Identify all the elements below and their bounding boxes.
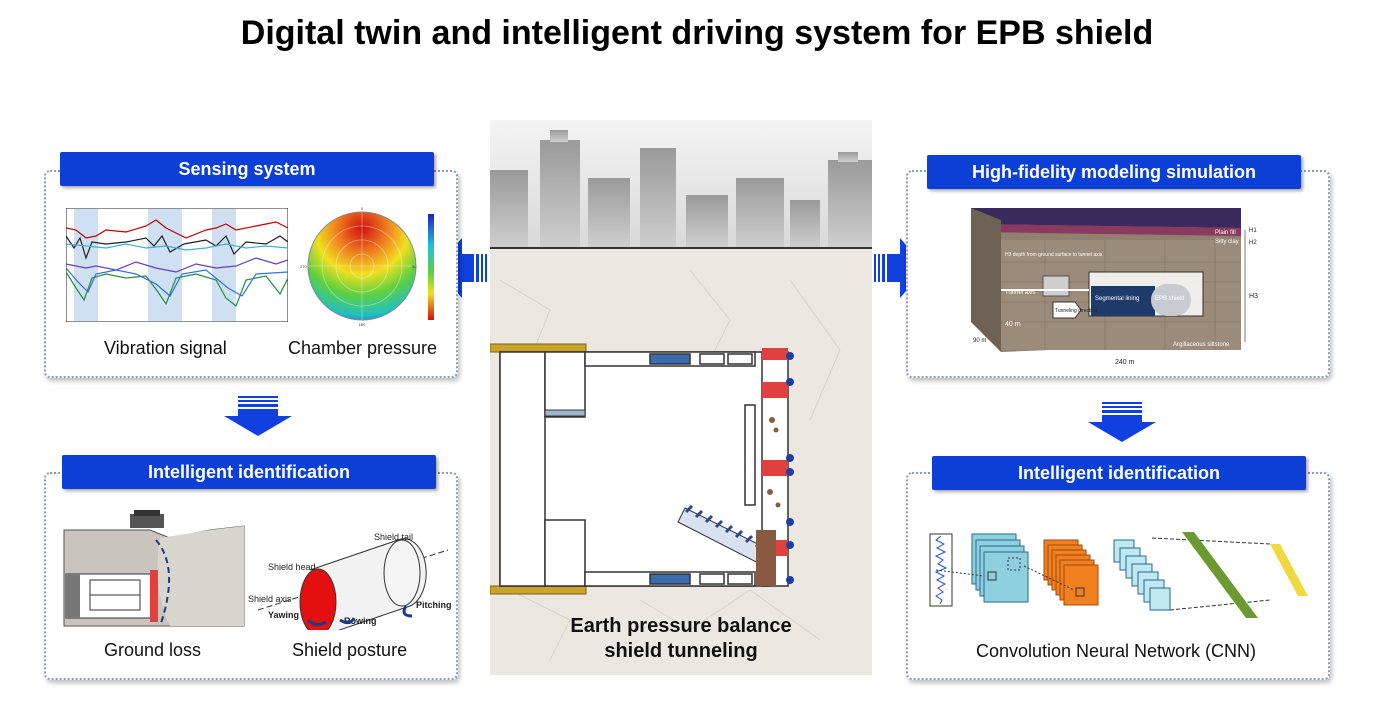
depth-note-label: H3 depth from ground surface to tunnel a… — [1005, 252, 1103, 258]
modeling-header: High-fidelity modeling simulation — [927, 155, 1301, 189]
epb-label-model: EPB shield — [1155, 296, 1184, 302]
ground-loss-illustration — [63, 510, 245, 627]
cutter-head — [756, 348, 794, 587]
shield-drawing — [490, 120, 872, 675]
h2-label: H2 — [1249, 240, 1257, 246]
plain-fill-label: Plain fill — [1215, 230, 1236, 236]
epb-label-line1: Earth pressure balance — [570, 615, 792, 637]
shield-tail-label: Shield tail — [374, 532, 413, 542]
pressure-tick-270: 270 — [300, 264, 307, 269]
rowing-label: Rowing — [344, 616, 377, 626]
h1-label: H1 — [1249, 228, 1257, 234]
epb-shield-illustration — [490, 120, 872, 675]
w240-label: 240 m — [1115, 359, 1135, 366]
shield-posture-caption: Shield posture — [292, 640, 408, 660]
right-ident-header: Intelligent identification — [932, 456, 1306, 490]
cnn-illustration — [929, 532, 1308, 618]
direction-label: Tunneling direction — [1055, 308, 1097, 314]
shield-body — [499, 351, 771, 587]
pitching-label: Pitching — [416, 600, 452, 610]
left-ident-header: Intelligent identification — [62, 455, 436, 489]
vibration-signal-caption: Vibration signal — [104, 338, 227, 358]
yawing-label: Yawing — [268, 610, 299, 620]
pressure-tick-0: 0 — [361, 206, 364, 211]
page-title: Digital twin and intelligent driving sys… — [240, 14, 1154, 52]
shield-head-label: Shield head — [268, 562, 316, 572]
arrow-down-right-icon — [1088, 402, 1156, 442]
ground-loss-caption: Ground loss — [104, 640, 202, 660]
sensing-header: Sensing system — [60, 152, 434, 186]
silty-clay-label: Silty clay — [1215, 239, 1239, 245]
city-skyline — [490, 130, 872, 248]
shield-axis-label: Shield axis — [248, 594, 292, 604]
vibration-signal-plot — [66, 208, 288, 322]
pressure-tick-90: 90 — [412, 264, 417, 269]
chamber-pressure-caption: Chamber pressure — [288, 338, 438, 358]
tunnel-axis-label: Tunnel axis — [1005, 290, 1035, 296]
w90-label: 90 m — [973, 338, 986, 344]
soil-model-illustration: Plain fill Silty clay H1 H2 H3 H3 depth … — [971, 208, 1258, 366]
epb-label-line2: shield tunneling — [604, 640, 758, 662]
segmental-label: Segmental lining — [1095, 296, 1139, 302]
arrow-down-left-icon — [224, 396, 292, 436]
cnn-caption: Convolution Neural Network (CNN) — [975, 641, 1257, 661]
h3-label: H3 — [1249, 293, 1258, 300]
chamber-pressure-plot: 0 90 180 270 — [300, 206, 434, 327]
argill-label: Argillaceous siltstone — [1173, 342, 1230, 348]
shield-posture-illustration: Shield head Shield tail Shield axis Yawi… — [248, 532, 452, 630]
w40-label: 40 m — [1005, 321, 1021, 328]
pressure-tick-180: 180 — [359, 322, 366, 327]
epb-label: Earth pressure balance shield tunneling — [490, 614, 872, 664]
